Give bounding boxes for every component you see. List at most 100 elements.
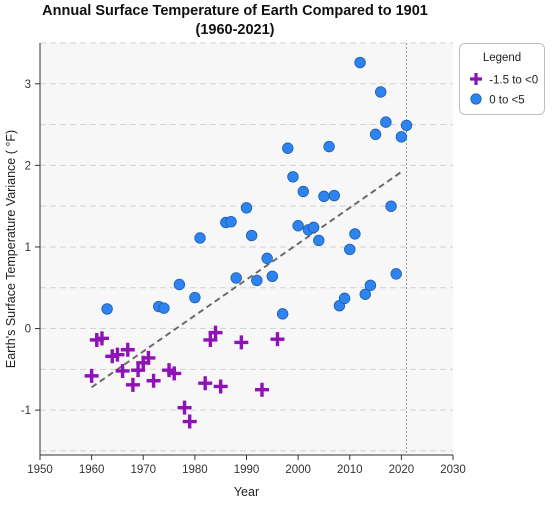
legend-label-positive: 0 to <5 [489,94,525,107]
data-point-circle [173,278,186,291]
data-point-circle [380,116,392,128]
data-point-circle [318,190,330,203]
x-tick-label: 1990 [234,464,260,476]
plus-marker [125,377,140,392]
plus-marker [208,325,223,340]
data-point-plus [208,325,223,340]
data-point-circle [400,119,413,132]
plus-marker [84,368,99,383]
data-point-plus [94,331,109,346]
data-point-plus [84,368,99,383]
data-point-circle [364,279,377,292]
data-point-circle [287,171,299,183]
y-tick-label: 0 [25,324,31,336]
plus-marker [198,376,213,391]
data-point-circle [395,131,408,143]
data-point-circle [323,140,335,153]
plus-marker [182,414,197,429]
plus-marker [120,342,135,357]
x-tick-label: 1970 [130,464,156,476]
data-point-circle [261,252,273,265]
data-point-circle [101,303,113,315]
data-point-circle [307,221,320,234]
data-point-plus [203,332,218,347]
data-point-plus [125,377,140,392]
data-point-plus [167,366,182,381]
plus-marker [177,400,192,415]
data-point-plus [182,414,197,429]
chart-subtitle: (1960-2021) [195,22,275,38]
plus-marker [141,350,156,365]
data-point-plus [115,363,130,378]
data-point-circle [369,128,382,141]
plus-marker [131,363,146,378]
data-point-circle [297,185,309,198]
trendline [91,171,402,389]
data-point-circle [276,308,289,320]
plus-marker-icon [468,72,486,89]
chart-title: Annual Surface Temperature of Earth Comp… [42,3,428,19]
y-tick-label: 2 [25,160,31,172]
data-point-plus [254,382,269,397]
data-point-circle [390,268,402,280]
data-point-plus [120,342,135,357]
data-point-circle [189,291,201,304]
data-point-circle [375,86,387,98]
plus-marker [213,379,228,394]
data-point-circle [230,272,242,284]
data-point-plus [270,332,285,347]
plus-marker [270,332,285,347]
data-point-circle [158,302,170,314]
data-point-circle [194,232,206,244]
data-point-circle [385,200,397,212]
data-point-circle [313,234,325,247]
x-tick-label: 1960 [79,464,105,476]
plus-marker [146,373,161,388]
data-point-circle [225,215,237,228]
data-point-plus [198,376,213,391]
plus-marker [167,366,182,381]
data-point-circle [354,56,366,69]
x-tick-label: 2020 [389,464,415,476]
plot-background [40,43,453,455]
legend-label-negative: -1.5 to <0 [489,74,539,87]
plus-marker [234,335,249,350]
plus-marker [115,363,130,378]
data-point-circle [328,189,340,202]
data-point-plus [110,347,125,362]
data-point-plus [177,400,192,415]
data-point-circle [359,288,371,300]
data-point-circle [282,142,294,154]
x-tick-label: 2030 [440,464,466,476]
plus-marker [254,382,269,397]
data-point-plus [146,373,161,388]
data-point-circle [338,292,351,305]
y-tick-label: 1 [25,242,31,254]
legend: Legend -1.5 to <0 0 to <5 [459,43,545,115]
data-point-plus [234,335,249,350]
x-axis-title: Year [234,485,259,499]
y-tick-label: -1 [21,405,31,417]
legend-title: Legend [482,52,522,64]
data-point-circle [266,270,279,283]
data-point-circle [245,229,258,242]
y-axis-title: Earth's Surface Temperature Variance ( °… [4,130,18,368]
plus-marker [110,347,125,362]
data-point-circle [349,228,361,240]
plus-marker [203,332,218,347]
data-point-circle [240,202,253,214]
legend-entry-positive: 0 to <5 [468,92,525,109]
data-point-circle [292,220,304,232]
x-tick-label: 1980 [182,464,208,476]
plus-marker [94,331,109,346]
x-tick-label: 2010 [337,464,363,476]
x-tick-label: 1950 [27,464,53,476]
x-tick-label: 2000 [285,464,311,476]
data-point-circle [251,274,263,287]
data-point-circle [344,243,356,256]
data-point-plus [213,379,228,394]
data-point-plus [131,363,146,378]
legend-entry-negative: -1.5 to <0 [468,72,538,89]
